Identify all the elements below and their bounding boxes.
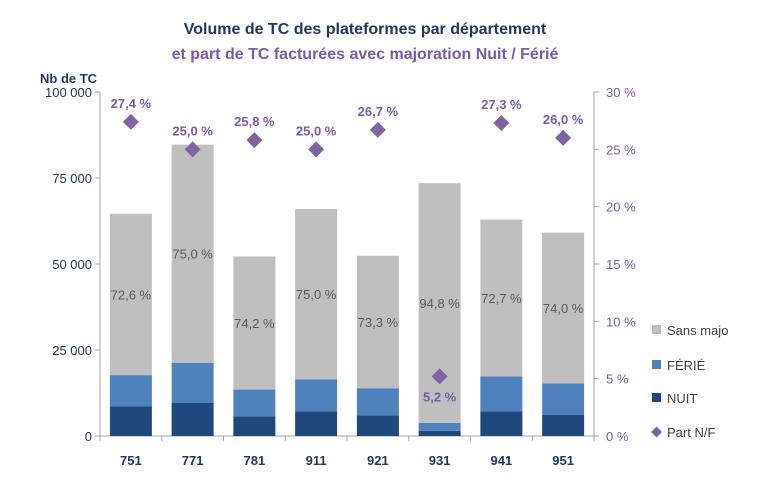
legend-swatch bbox=[652, 325, 661, 334]
legend-swatch bbox=[652, 360, 661, 369]
point-part-nf bbox=[122, 113, 139, 130]
y2-tick-label: 30 % bbox=[606, 85, 636, 100]
bar-data-label: 74,0 % bbox=[543, 301, 584, 316]
bar-data-label: 74,2 % bbox=[234, 316, 275, 331]
y-tick-label: 75 000 bbox=[52, 171, 92, 186]
bar-sans-majo bbox=[233, 256, 276, 390]
y2-tick-label: 5 % bbox=[606, 372, 629, 387]
bar-data-label: 75,0 % bbox=[172, 247, 213, 262]
bar-data-label: 72,6 % bbox=[111, 287, 152, 302]
y2-tick-label: 25 % bbox=[606, 142, 636, 157]
point-data-label: 27,3 % bbox=[481, 97, 522, 112]
bar-sans-majo bbox=[542, 232, 585, 384]
bar-data-label: 75,0 % bbox=[296, 287, 337, 302]
bar-nuit bbox=[356, 415, 399, 436]
point-data-label: 25,0 % bbox=[172, 123, 213, 138]
y-tick-label: 25 000 bbox=[52, 343, 92, 358]
y-tick-label: 100 000 bbox=[45, 85, 92, 100]
point-part-nf bbox=[369, 121, 386, 138]
bar-f-ri- bbox=[295, 379, 338, 412]
legend-label: NUIT bbox=[667, 391, 697, 406]
point-data-label: 26,7 % bbox=[358, 104, 399, 119]
point-part-nf bbox=[246, 132, 263, 149]
legend-label: FÉRIÉ bbox=[667, 358, 706, 373]
bar-sans-majo bbox=[171, 144, 214, 363]
point-part-nf bbox=[308, 141, 325, 158]
chart-title: Volume de TC des plateformes par départe… bbox=[184, 21, 547, 38]
bar-data-label: 72,7 % bbox=[481, 291, 522, 306]
bar-f-ri- bbox=[542, 383, 585, 415]
y2-tick-label: 10 % bbox=[606, 314, 636, 329]
bar-f-ri- bbox=[109, 375, 152, 407]
legend-label: Sans majo bbox=[667, 323, 728, 338]
bar-nuit bbox=[171, 402, 214, 436]
y2-tick-label: 15 % bbox=[606, 257, 636, 272]
x-tick-label: 951 bbox=[552, 453, 574, 468]
point-data-label: 25,8 % bbox=[234, 114, 275, 129]
point-part-nf bbox=[493, 114, 510, 131]
point-data-label: 27,4 % bbox=[111, 96, 152, 111]
y-tick-label: 0 bbox=[85, 429, 92, 444]
point-part-nf bbox=[431, 368, 448, 385]
point-part-nf bbox=[555, 129, 572, 146]
bar-nuit bbox=[542, 414, 585, 436]
legend-label: Part N/F bbox=[667, 425, 715, 440]
x-tick-label: 941 bbox=[491, 453, 513, 468]
y-tick-label: 50 000 bbox=[52, 257, 92, 272]
bar-sans-majo bbox=[480, 219, 523, 377]
point-data-label: 5,2 % bbox=[423, 389, 457, 404]
bar-f-ri- bbox=[233, 389, 276, 417]
point-data-label: 25,0 % bbox=[296, 123, 337, 138]
point-data-label: 26,0 % bbox=[543, 112, 584, 127]
x-tick-label: 771 bbox=[182, 453, 204, 468]
bar-sans-majo bbox=[109, 213, 152, 376]
legend-swatch bbox=[651, 426, 662, 438]
bar-nuit bbox=[109, 406, 152, 436]
bar-sans-majo bbox=[295, 208, 338, 380]
y-axis-label: Nb de TC bbox=[40, 71, 98, 86]
x-tick-label: 931 bbox=[429, 453, 451, 468]
bar-f-ri- bbox=[356, 388, 399, 416]
bar-nuit bbox=[295, 411, 338, 436]
bar-nuit bbox=[233, 416, 276, 436]
bar-f-ri- bbox=[480, 376, 523, 412]
legend-swatch bbox=[652, 393, 661, 402]
bar-f-ri- bbox=[418, 422, 461, 431]
x-tick-label: 781 bbox=[244, 453, 266, 468]
bar-data-label: 94,8 % bbox=[419, 296, 460, 311]
point-part-nf bbox=[184, 141, 201, 158]
x-tick-label: 911 bbox=[306, 453, 327, 468]
bar-f-ri- bbox=[171, 362, 214, 403]
chart-subtitle: et part de TC facturées avec majoration … bbox=[172, 46, 559, 63]
plot-area: 0 25 000 50 000 75 000 100 000 0 % 5 % 10 % 15 %… bbox=[45, 85, 728, 468]
y2-tick-label: 0 % bbox=[606, 429, 629, 444]
bar-data-label: 73,3 % bbox=[358, 315, 399, 330]
bar-nuit bbox=[480, 411, 523, 436]
bar-nuit bbox=[418, 430, 461, 436]
x-tick-label: 921 bbox=[367, 453, 389, 468]
bar-sans-majo bbox=[356, 255, 399, 389]
x-tick-label: 751 bbox=[120, 453, 142, 468]
y2-tick-label: 20 % bbox=[606, 200, 636, 215]
